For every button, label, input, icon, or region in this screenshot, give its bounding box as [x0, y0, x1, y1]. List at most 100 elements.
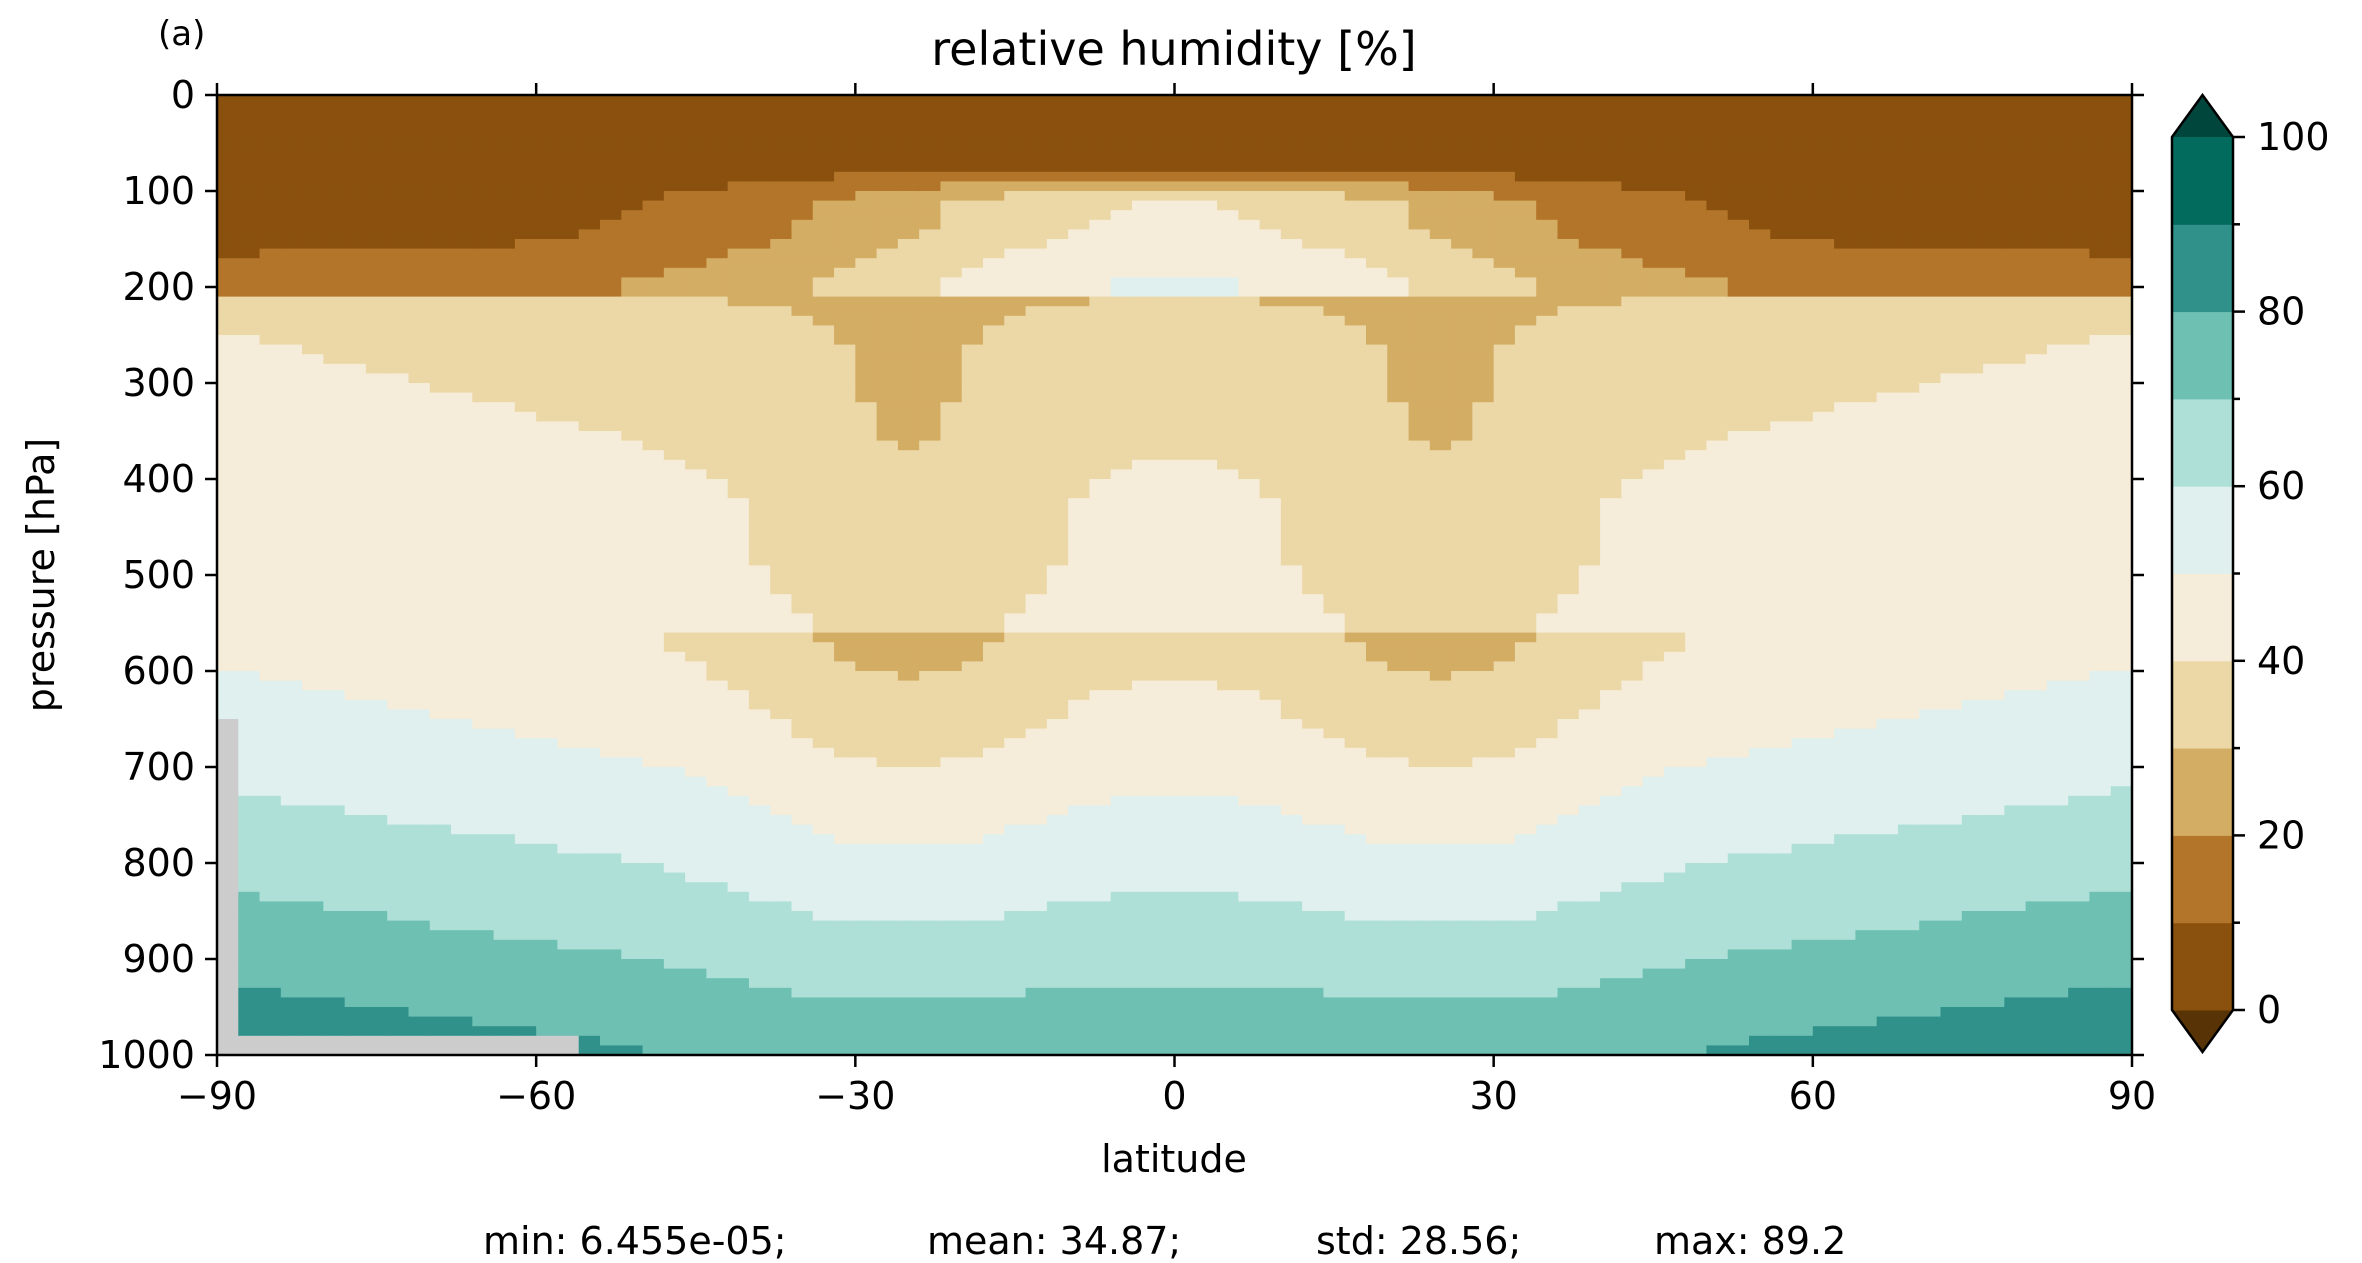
contour-cell [940, 863, 963, 874]
contour-cell [344, 181, 367, 192]
contour-cell [302, 767, 325, 778]
contour-cell [727, 891, 750, 903]
contour-cell [1068, 863, 1091, 874]
contour-cell [536, 843, 559, 855]
contour-cell [983, 728, 1006, 739]
contour-cell [302, 95, 325, 106]
contour-cell [663, 411, 686, 423]
contour-cell [493, 834, 516, 845]
contour-cell [897, 296, 920, 307]
contour-cell [961, 507, 984, 519]
contour-cell [621, 939, 644, 951]
contour-cell [706, 296, 729, 307]
contour-cell [727, 1035, 750, 1047]
contour-cell [344, 335, 367, 346]
contour-cell [727, 479, 750, 490]
contour-cell [1195, 882, 1218, 893]
contour-cell [217, 536, 240, 547]
contour-cell [302, 287, 325, 298]
contour-cell [323, 978, 346, 989]
contour-cell [642, 1045, 665, 1055]
contour-cell [1259, 133, 1282, 144]
contour-cell [642, 402, 665, 413]
contour-cell [748, 651, 772, 663]
contour-cell [812, 719, 835, 730]
contour-cell [983, 805, 1006, 816]
contour-cell [451, 882, 474, 893]
contour-cell [302, 296, 325, 307]
contour-cell [1089, 248, 1112, 259]
contour-cell [748, 661, 772, 672]
contour-cell [1238, 920, 1261, 931]
contour-cell [770, 296, 793, 307]
contour-cell [621, 815, 644, 826]
contour-cell [1046, 651, 1069, 663]
contour-cell [1004, 920, 1027, 931]
contour-cell [919, 757, 942, 768]
contour-cell [1004, 488, 1027, 499]
contour-cell [791, 315, 814, 327]
contour-cell [429, 546, 452, 557]
contour-cell [1131, 920, 1155, 931]
contour-cell [536, 690, 559, 701]
contour-cell [685, 546, 708, 557]
contour-cell [855, 162, 878, 173]
contour-cell [536, 392, 559, 403]
contour-cell [1025, 527, 1048, 538]
contour-cell [1195, 200, 1218, 211]
contour-cell [365, 671, 389, 682]
contour-cell [280, 258, 303, 269]
contour-cell [578, 1045, 601, 1055]
contour-cell [897, 479, 920, 490]
contour-cell [578, 95, 601, 106]
contour-cell [876, 642, 899, 653]
contour-cell [280, 431, 303, 442]
contour-cell [1068, 507, 1091, 519]
contour-cell [259, 651, 282, 663]
contour-cell [217, 143, 240, 154]
contour-cell [217, 325, 240, 336]
contour-cell [472, 911, 495, 922]
contour-cell [1068, 786, 1091, 797]
contour-cell [1238, 114, 1261, 125]
contour-cell [1174, 815, 1197, 826]
contour-cell [1174, 143, 1197, 154]
contour-cell [557, 661, 580, 672]
contour-cell [1046, 181, 1069, 192]
contour-cell [365, 143, 389, 154]
contour-cell [557, 642, 580, 653]
contour-cell [876, 498, 899, 509]
contour-cell [302, 603, 325, 615]
contour-cell [1068, 911, 1091, 922]
contour-cell [1131, 642, 1155, 653]
contour-cell [408, 527, 431, 538]
contour-cell [940, 843, 963, 855]
contour-cell [770, 277, 793, 288]
contour-cell [1195, 728, 1218, 739]
contour-cell [1068, 1035, 1091, 1047]
contour-cell [685, 114, 708, 125]
contour-cell [1131, 517, 1155, 528]
contour-cell [493, 1045, 516, 1055]
contour-cell [1068, 728, 1091, 739]
contour-cell [344, 920, 367, 931]
contour-cell [1004, 114, 1027, 125]
contour-cell [217, 267, 240, 279]
contour-cell [642, 440, 665, 451]
contour-cell [323, 210, 346, 221]
contour-cell [408, 191, 431, 202]
contour-cell [1046, 565, 1069, 576]
contour-cell [514, 949, 537, 960]
contour-cell [748, 171, 772, 183]
contour-cell [451, 498, 474, 509]
contour-cell [748, 584, 772, 595]
contour-cell [748, 594, 772, 605]
contour-cell [408, 911, 431, 922]
contour-cell [919, 459, 942, 471]
contour-cell [897, 843, 920, 855]
contour-cell [408, 613, 431, 624]
contour-cell [323, 642, 346, 653]
contour-cell [1004, 315, 1027, 327]
contour-cell [812, 1026, 835, 1037]
contour-cell [1217, 613, 1240, 624]
